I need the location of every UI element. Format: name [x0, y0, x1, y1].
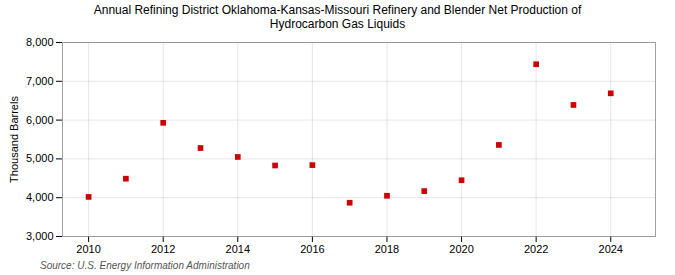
svg-text:2010: 2010 — [76, 243, 100, 255]
svg-text:2012: 2012 — [151, 243, 175, 255]
svg-text:2016: 2016 — [300, 243, 324, 255]
svg-text:4,000: 4,000 — [26, 191, 54, 203]
svg-text:2014: 2014 — [226, 243, 250, 255]
svg-text:2020: 2020 — [449, 243, 473, 255]
svg-text:6,000: 6,000 — [26, 113, 54, 125]
svg-text:8,000: 8,000 — [26, 36, 54, 48]
html-text:Annual Refining District Oklah: Annual Refining District Oklahoma-Kansas… — [93, 3, 582, 32]
svg-text:3,000: 3,000 — [26, 230, 54, 242]
svg-text:5,000: 5,000 — [26, 152, 54, 164]
svg-text:2018: 2018 — [375, 243, 399, 255]
svg-text:2022: 2022 — [524, 243, 548, 255]
html-text:Source: U.S. Energy Informatio: Source: U.S. Energy Information Administ… — [40, 259, 250, 271]
svg-text:Thousand Barrels: Thousand Barrels — [8, 95, 20, 182]
svg-text:7,000: 7,000 — [26, 75, 54, 87]
svg-text:2024: 2024 — [599, 243, 623, 255]
